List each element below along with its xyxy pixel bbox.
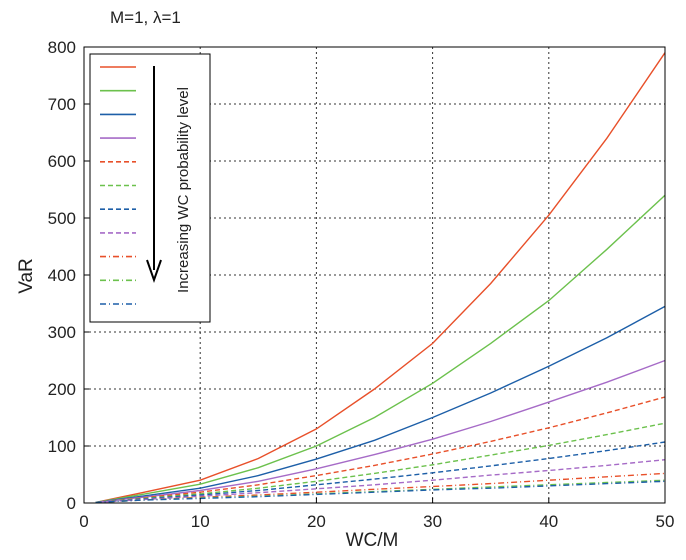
series-line-4 [95, 359, 666, 504]
y-tick-label: 200 [48, 380, 76, 399]
y-tick-label: 600 [48, 152, 76, 171]
y-axis-label: VaR [16, 258, 37, 294]
series-line-5 [95, 396, 666, 504]
x-tick-label: 20 [307, 512, 326, 531]
x-tick-label: 10 [191, 512, 210, 531]
y-tick-label: 0 [67, 494, 76, 513]
series-line-3 [95, 305, 666, 504]
y-tick-label: 300 [48, 323, 76, 342]
legend-box [89, 53, 211, 323]
series-line-1 [95, 52, 666, 504]
legend-items [100, 66, 136, 305]
y-tick-label: 700 [48, 95, 76, 114]
series-line-7 [95, 441, 666, 504]
series-line-8 [95, 459, 666, 504]
series-line-9 [95, 472, 666, 504]
series-line-10 [95, 479, 666, 504]
chart-title: M=1, λ=1 [110, 8, 181, 27]
x-tick-label: 50 [656, 512, 675, 531]
down-arrow-icon [146, 259, 162, 284]
x-axis-label: WC/M [346, 530, 399, 551]
series-line-6 [95, 422, 666, 504]
legend: Increasing WC probability level [89, 53, 211, 323]
y-tick-label: 500 [48, 209, 76, 228]
y-tick-label: 800 [48, 38, 76, 57]
series-line-2 [95, 194, 666, 504]
y-tick-label: 400 [48, 266, 76, 285]
series-layer [95, 52, 666, 504]
y-tick-label: 100 [48, 437, 76, 456]
x-tick-label: 0 [79, 512, 88, 531]
series-line-11 [95, 480, 666, 504]
x-tick-label: 30 [423, 512, 442, 531]
legend-annotation: Increasing WC probability level [175, 87, 192, 293]
x-tick-label: 40 [539, 512, 558, 531]
